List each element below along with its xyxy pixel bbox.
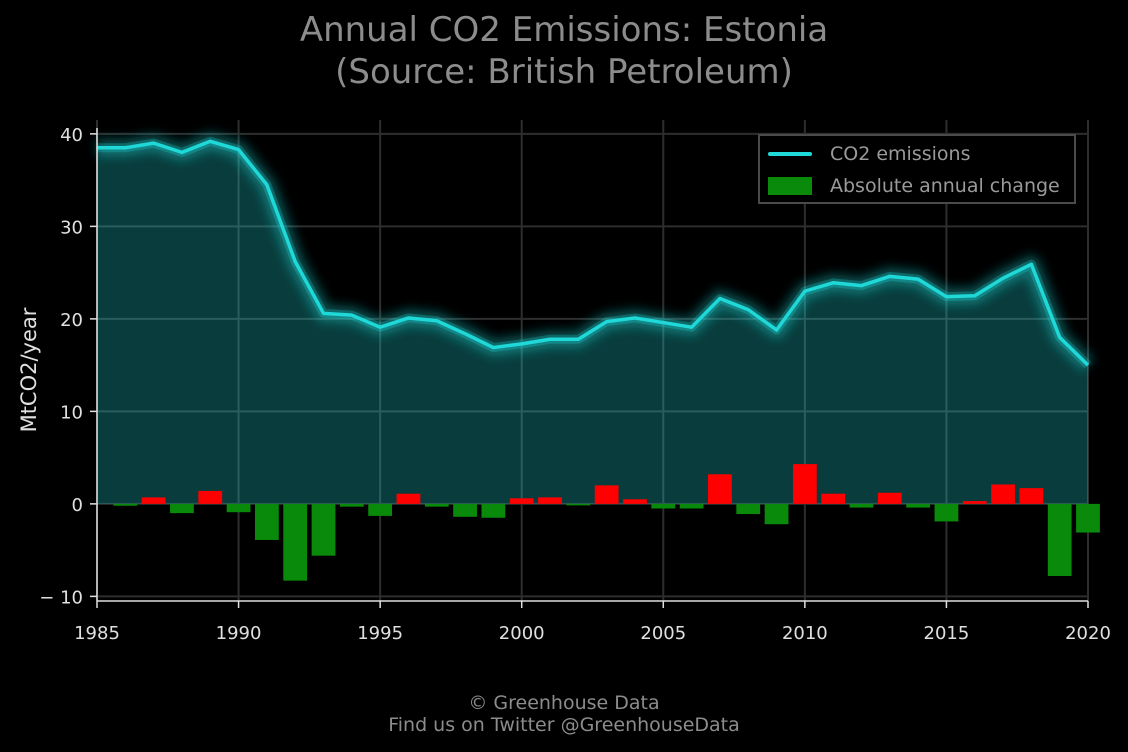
- legend-bar-swatch: [768, 177, 812, 195]
- annual-change-bar: [849, 503, 874, 508]
- annual-change-bar: [254, 503, 279, 540]
- y-tick-label: 20: [60, 310, 83, 331]
- annual-change-bar: [821, 493, 846, 504]
- x-tick-label: 2000: [499, 623, 545, 644]
- annual-change-bar: [481, 503, 506, 518]
- x-tick-label: 1985: [74, 623, 120, 644]
- annual-change-bar: [311, 503, 336, 556]
- annual-change-bar: [991, 484, 1015, 504]
- annual-change-bar: [113, 503, 138, 506]
- annual-change-bar: [396, 493, 421, 504]
- chart-title-line1: Annual CO2 Emissions: Estonia: [299, 10, 829, 50]
- legend-label-annual-change: Absolute annual change: [830, 175, 1060, 197]
- legend-item-annual-change: Absolute annual change: [768, 174, 1060, 198]
- annual-change-bar: [339, 503, 364, 507]
- y-tick-label: 0: [72, 495, 83, 516]
- x-tick-label: 2010: [782, 623, 828, 644]
- annual-change-bar: [764, 503, 789, 525]
- annual-change-bar: [170, 503, 194, 514]
- annual-change-bar: [1019, 488, 1044, 504]
- chart-title-line2: (Source: British Petroleum): [335, 52, 793, 92]
- y-tick-label: 10: [60, 402, 83, 423]
- annual-change-bar: [934, 503, 959, 522]
- annual-change-bar: [424, 503, 449, 507]
- footer-twitter: Find us on Twitter @GreenhouseData: [388, 714, 740, 736]
- annual-change-bar: [623, 499, 647, 504]
- annual-change-bar: [226, 503, 251, 513]
- legend-line-swatch: [768, 152, 812, 156]
- x-tick-label: 1995: [357, 623, 403, 644]
- annual-change-bar: [453, 503, 477, 517]
- annual-change-bar: [141, 497, 166, 504]
- annual-change-bar: [708, 474, 732, 504]
- legend-label-co2-emissions: CO2 emissions: [830, 143, 971, 165]
- annual-change-bar: [906, 503, 931, 508]
- annual-change-bar: [1076, 503, 1100, 533]
- y-tick-label: 30: [60, 217, 83, 238]
- y-tick-label: 40: [60, 125, 83, 146]
- annual-change-bar: [736, 503, 761, 515]
- chart-legend: CO2 emissions Absolute annual change: [758, 134, 1076, 204]
- x-tick-label: 2020: [1065, 623, 1111, 644]
- annual-change-bar: [679, 503, 704, 509]
- x-tick-label: 1990: [216, 623, 262, 644]
- annual-change-bar: [538, 497, 562, 504]
- annual-change-bar: [509, 498, 534, 504]
- annual-change-bar: [368, 503, 393, 516]
- x-tick-label: 2005: [640, 623, 686, 644]
- annual-change-bar: [283, 503, 308, 581]
- y-tick-label: − 10: [39, 587, 83, 608]
- annual-change-bar: [198, 490, 223, 504]
- annual-change-bar: [566, 503, 591, 506]
- footer-credit: © Greenhouse Data: [468, 692, 660, 714]
- legend-item-co2-emissions: CO2 emissions: [768, 142, 970, 166]
- annual-change-bar: [792, 464, 817, 504]
- annual-change-bar: [877, 492, 902, 504]
- annual-change-bar: [651, 503, 676, 509]
- x-tick-label: 2015: [924, 623, 970, 644]
- emissions-area: [97, 141, 1088, 504]
- annual-change-bar: [962, 501, 987, 504]
- annual-change-bar: [1047, 503, 1072, 577]
- emissions-line: [97, 139, 1090, 367]
- annual-change-bar: [594, 485, 619, 504]
- y-axis-label: MtCO2/year: [17, 307, 41, 432]
